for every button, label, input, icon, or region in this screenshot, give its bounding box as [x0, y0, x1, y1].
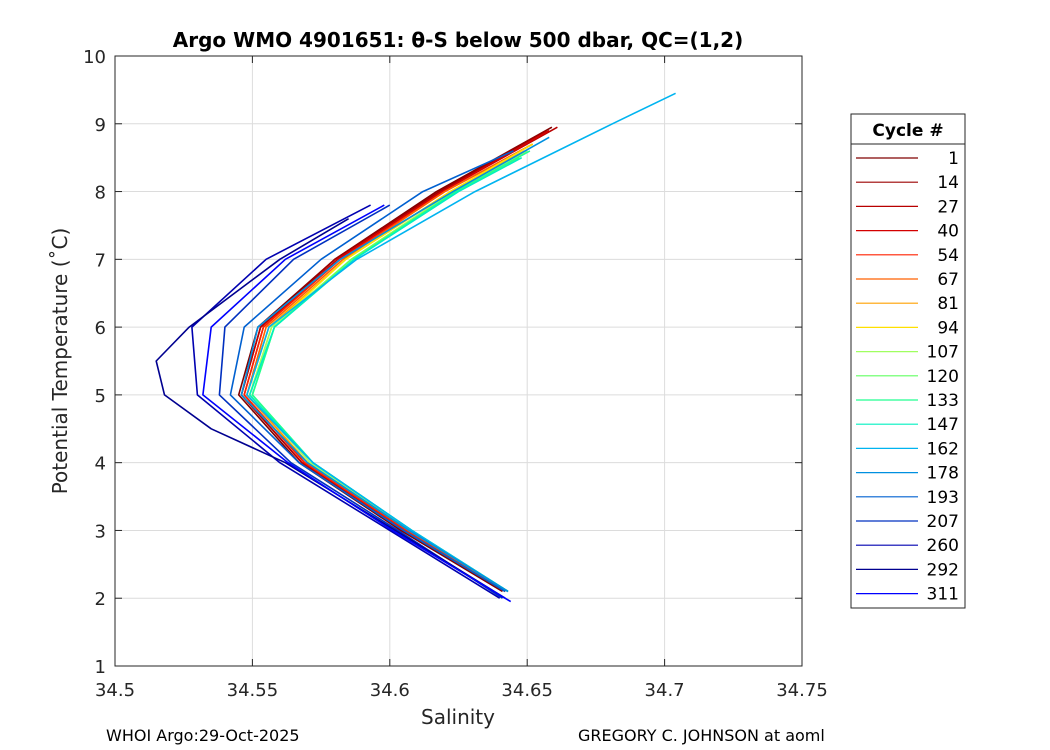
series-line-cycle-311	[202, 204, 512, 603]
legend-label: 14	[937, 173, 959, 193]
legend-label: 133	[927, 391, 959, 411]
legend-label: 292	[927, 560, 959, 580]
y-tick-label: 5	[95, 386, 106, 407]
series-line-cycle-260	[191, 204, 501, 599]
x-tick-label: 34.65	[501, 680, 553, 701]
y-tick-label: 10	[83, 47, 106, 68]
y-tick-label: 1	[95, 657, 106, 678]
footer-left: WHOI Argo:29-Oct-2025	[106, 726, 300, 745]
y-axis-label: Potential Temperature (˚C)	[48, 228, 72, 495]
legend-box	[850, 113, 966, 609]
series-line-cycle-193	[229, 150, 514, 593]
series-line-cycle-207	[218, 204, 503, 599]
chart-title: Argo WMO 4901651: θ-S below 500 dbar, QC…	[173, 28, 743, 52]
y-tick-label: 3	[95, 521, 106, 542]
legend-label: 178	[927, 464, 959, 484]
x-tick-label: 34.7	[645, 680, 685, 701]
legend-label: 40	[937, 222, 959, 242]
x-tick-label: 34.75	[776, 680, 828, 701]
footer-right: GREGORY C. JOHNSON at aoml	[578, 726, 825, 745]
y-tick-label: 6	[95, 318, 106, 339]
legend-label: 94	[937, 318, 959, 338]
legend-label: 311	[927, 585, 959, 605]
legend-label: 1	[948, 149, 959, 169]
y-tick-label: 8	[95, 183, 106, 204]
legend-label: 207	[927, 512, 959, 532]
x-tick-label: 34.5	[95, 680, 135, 701]
y-tick-label: 2	[95, 589, 106, 610]
plot-frame	[114, 55, 803, 667]
legend-label: 107	[927, 343, 959, 363]
legend-label: 162	[927, 439, 959, 459]
legend-label: 81	[937, 294, 959, 314]
series-line-cycle-162	[246, 92, 676, 593]
y-tick-label: 7	[95, 250, 106, 271]
x-tick-label: 34.55	[227, 680, 279, 701]
series-line-cycle-1	[237, 126, 553, 593]
legend-label: 27	[937, 197, 959, 217]
series-lines	[155, 92, 676, 603]
legend-label: 260	[927, 536, 959, 556]
legend-label: 67	[937, 270, 959, 290]
y-tick-label: 9	[95, 115, 106, 136]
legend-label: 54	[937, 246, 959, 266]
x-axis-label: Salinity	[421, 705, 495, 729]
legend-title: Cycle #	[872, 121, 943, 141]
x-axis-ticks: 34.5 34.55 34.6 34.65 34.7 34.75	[95, 56, 828, 701]
y-tick-label: 4	[95, 454, 106, 475]
legend-label: 120	[927, 367, 959, 387]
y-axis-ticks: 1 2 3 4 5 6 7 8 9 10	[83, 47, 802, 678]
legend-items: 1 14 27 40 54 67 81 94 107 120 133 147 162 178 193 207 2…	[856, 149, 959, 605]
legend-label: 193	[927, 488, 959, 508]
x-tick-label: 34.6	[370, 680, 410, 701]
legend: Cycle # 1 14 27 40 54 67 81 94 107 120 133 147 162 17…	[850, 113, 966, 609]
series-line-cycle-178	[240, 136, 550, 593]
legend-label: 147	[927, 415, 959, 435]
